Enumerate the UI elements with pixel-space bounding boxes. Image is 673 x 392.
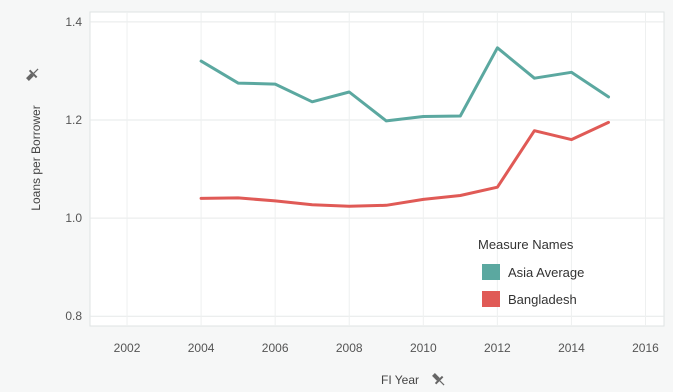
x-tick-label: 2014 <box>558 341 585 355</box>
data-point[interactable] <box>604 118 612 126</box>
pin-icon[interactable] <box>24 65 42 83</box>
legend-label-asia-average: Asia Average <box>508 265 584 280</box>
data-point[interactable] <box>271 197 279 205</box>
x-axis-title: FI Year <box>381 373 419 387</box>
data-point[interactable] <box>530 74 538 82</box>
data-point[interactable] <box>308 98 316 106</box>
x-tick-label: 2006 <box>262 341 289 355</box>
data-point[interactable] <box>345 88 353 96</box>
data-point[interactable] <box>493 183 501 191</box>
legend-label-bangladesh: Bangladesh <box>508 292 577 307</box>
legend-title: Measure Names <box>478 237 574 252</box>
x-tick-label: 2016 <box>632 341 659 355</box>
y-tick-label: 1.2 <box>65 113 82 127</box>
data-point[interactable] <box>530 127 538 135</box>
data-point[interactable] <box>234 79 242 87</box>
y-tick-label: 0.8 <box>65 309 82 323</box>
data-point[interactable] <box>345 202 353 210</box>
x-tick-label: 2010 <box>410 341 437 355</box>
pin-icon[interactable] <box>430 371 448 389</box>
data-point[interactable] <box>419 195 427 203</box>
y-axis-ticks: 0.8 1.0 1.2 1.4 <box>65 15 82 323</box>
data-point[interactable] <box>382 117 390 125</box>
data-point[interactable] <box>197 57 205 65</box>
data-point[interactable] <box>382 201 390 209</box>
x-axis-title-group: FI Year <box>381 371 448 389</box>
data-point[interactable] <box>271 80 279 88</box>
data-point[interactable] <box>234 194 242 202</box>
x-axis-ticks: 2002 2004 2006 2008 2010 2012 2014 2016 <box>114 341 659 355</box>
legend-swatch-bangladesh <box>482 291 500 307</box>
y-tick-label: 1.4 <box>65 15 82 29</box>
data-point[interactable] <box>308 201 316 209</box>
y-tick-label: 1.0 <box>65 211 82 225</box>
data-point[interactable] <box>456 191 464 199</box>
data-point[interactable] <box>419 113 427 121</box>
x-tick-label: 2004 <box>188 341 215 355</box>
data-point[interactable] <box>567 136 575 144</box>
legend-swatch-asia-average <box>482 264 500 280</box>
data-point[interactable] <box>567 68 575 76</box>
data-point[interactable] <box>493 44 501 52</box>
data-point[interactable] <box>456 112 464 120</box>
x-tick-label: 2008 <box>336 341 363 355</box>
x-tick-label: 2012 <box>484 341 511 355</box>
x-tick-label: 2002 <box>114 341 141 355</box>
y-axis-title-group: Loans per Borrower <box>24 65 43 210</box>
data-point[interactable] <box>604 93 612 101</box>
y-axis-title: Loans per Borrower <box>29 105 43 210</box>
data-point[interactable] <box>197 194 205 202</box>
legend[interactable]: Measure Names Asia Average Bangladesh <box>478 237 584 307</box>
